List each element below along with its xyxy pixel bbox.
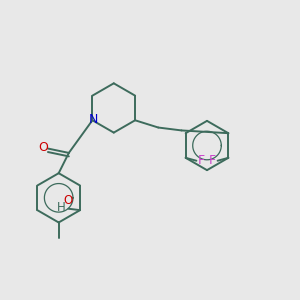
Text: F: F <box>209 154 216 167</box>
Text: F: F <box>198 154 205 167</box>
Text: O: O <box>64 194 73 207</box>
Text: O: O <box>38 141 48 154</box>
Text: H: H <box>57 201 65 214</box>
Text: N: N <box>88 113 98 126</box>
